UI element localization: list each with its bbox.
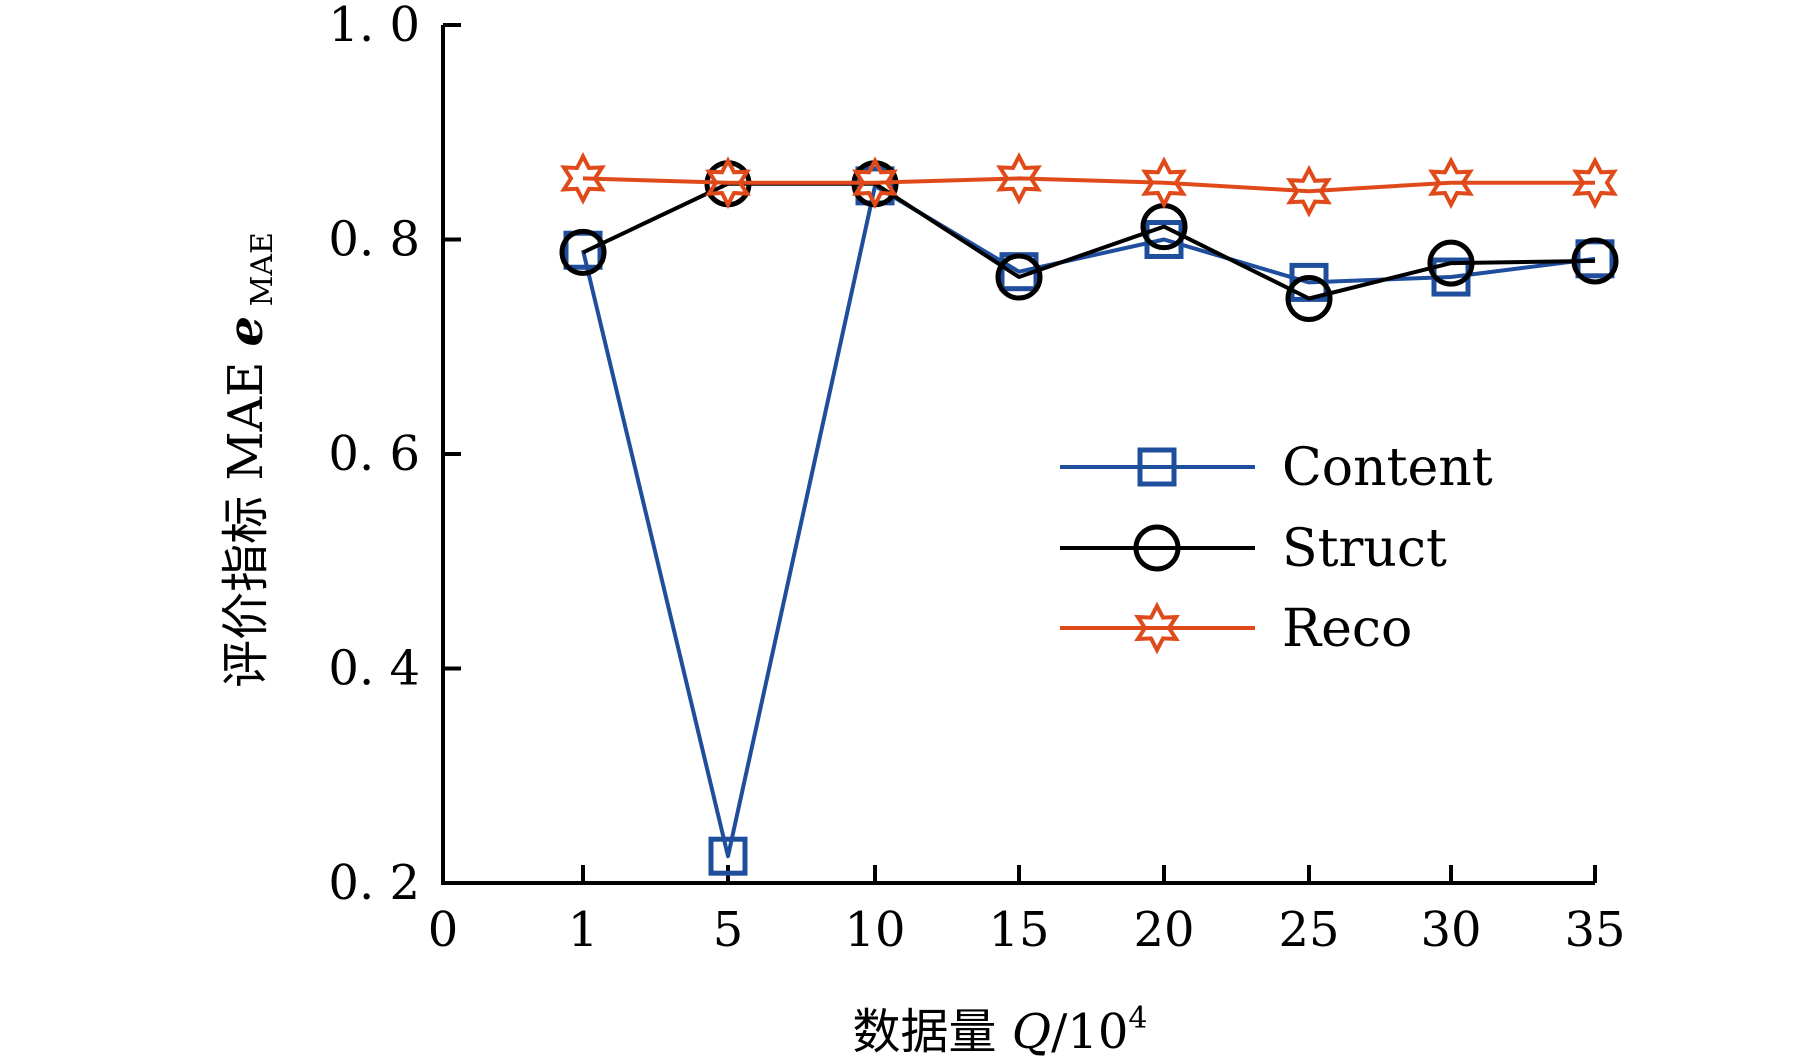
reco-point (1141, 156, 1187, 210)
x-tick-label: 35 (1564, 902, 1625, 958)
content-point (708, 836, 748, 876)
y-axis-label: 评价指标 MAE e MAE (218, 232, 280, 688)
y-ticks: 0. 2 0. 4 0. 6 0. 8 1. 0 (328, 0, 461, 911)
reco-point (1428, 156, 1474, 210)
x-label-unit: /10 (1051, 1004, 1128, 1060)
legend-item-struct: Struct (1060, 519, 1447, 579)
struct-point (995, 253, 1043, 301)
x-label-symbol: Q (1012, 1004, 1051, 1060)
struct-point (1285, 274, 1333, 322)
legend-item-content: Content (1060, 438, 1493, 498)
series-reco (560, 152, 1618, 218)
x-tick-label: 1 (568, 902, 599, 958)
y-label-symbol: e (218, 316, 274, 347)
x-tick-label: 10 (844, 902, 905, 958)
legend-label: Content (1282, 438, 1493, 498)
x-tick-label: 15 (988, 902, 1049, 958)
legend-label: Reco (1282, 599, 1412, 659)
y-tick-label: 0. 4 (328, 641, 420, 697)
x-tick-label: 5 (713, 902, 744, 958)
x-axis-label: 数据量 Q/104 (853, 1001, 1148, 1060)
content-line (581, 183, 1596, 859)
reco-point (852, 156, 898, 210)
legend-marker (1137, 447, 1177, 487)
legend-label: Struct (1282, 519, 1447, 579)
x-tick-label: 30 (1420, 902, 1481, 958)
y-tick-label: 1. 0 (328, 0, 420, 53)
y-label-subscript: MAE (245, 232, 280, 316)
reco-point (705, 156, 751, 210)
legend-marker (1134, 601, 1180, 655)
reco-point (996, 152, 1042, 205)
reco-point (560, 152, 606, 205)
x-tick-label: 20 (1133, 902, 1194, 958)
x-tick-label: 0 (428, 902, 459, 958)
legend-item-reco: Reco (1060, 599, 1412, 659)
struct-point (1571, 237, 1619, 285)
reco-point (1286, 164, 1332, 218)
x-label-superscript: 4 (1128, 1001, 1147, 1036)
series-layer (559, 152, 1619, 876)
struct-point (1427, 239, 1475, 287)
x-tick-label: 25 (1278, 902, 1339, 958)
y-tick-label: 0. 8 (328, 212, 420, 268)
legend-marker (1133, 524, 1181, 572)
struct-point (559, 228, 607, 276)
series-content (563, 166, 1615, 876)
x-ticks: 0 1 5 10 15 20 25 30 35 (428, 865, 1626, 958)
y-label-text: 评价指标 MAE (218, 347, 274, 688)
reco-line (582, 176, 1595, 194)
reco-point (1572, 156, 1618, 210)
x-label-text: 数据量 (853, 1004, 1012, 1060)
y-tick-label: 0. 2 (328, 855, 420, 911)
y-tick-label: 0. 6 (328, 426, 420, 482)
legend: Content Struct Reco (1060, 438, 1493, 659)
